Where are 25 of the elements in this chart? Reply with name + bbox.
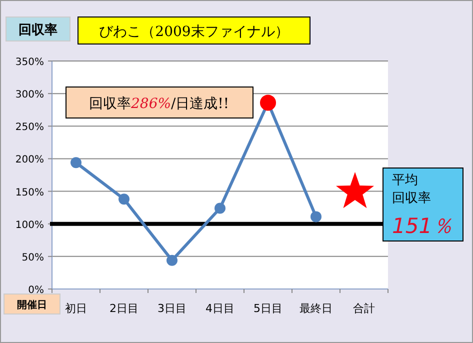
x-tick-label: 最終日 <box>300 302 332 315</box>
x-tick-label: 初日 <box>65 302 87 315</box>
y-tick-label: 150% <box>15 187 44 198</box>
chart-title: びわこ（2009末ファイナル） <box>99 24 289 40</box>
y-tick-label: 250% <box>15 122 44 134</box>
point <box>166 254 178 266</box>
x-tick-label: 5日目 <box>254 302 282 315</box>
point <box>310 211 322 222</box>
y-tick-label: 100% <box>15 220 44 231</box>
point <box>118 194 130 205</box>
point <box>70 157 82 168</box>
y-tick-label: 350% <box>15 57 44 68</box>
y-tick-label: 50% <box>22 252 44 264</box>
x-tick-label: 3日目 <box>158 302 186 315</box>
y-axis-title: 回収率 <box>18 22 58 38</box>
point <box>214 202 226 214</box>
x-tick-label: 4日目 <box>206 302 234 315</box>
text: 平均回収率151％ <box>392 173 454 238</box>
y-tick-label: 200% <box>15 154 44 166</box>
annotation: 回収率286%/日達成!! <box>89 96 229 112</box>
y-tick-label: 0% <box>28 285 44 296</box>
x-axis-title: 開催日 <box>17 299 47 311</box>
x-tick-label: 2日目 <box>110 302 138 315</box>
y-tick-label: 300% <box>15 90 44 101</box>
x-tick-label: 合計 <box>353 302 375 315</box>
